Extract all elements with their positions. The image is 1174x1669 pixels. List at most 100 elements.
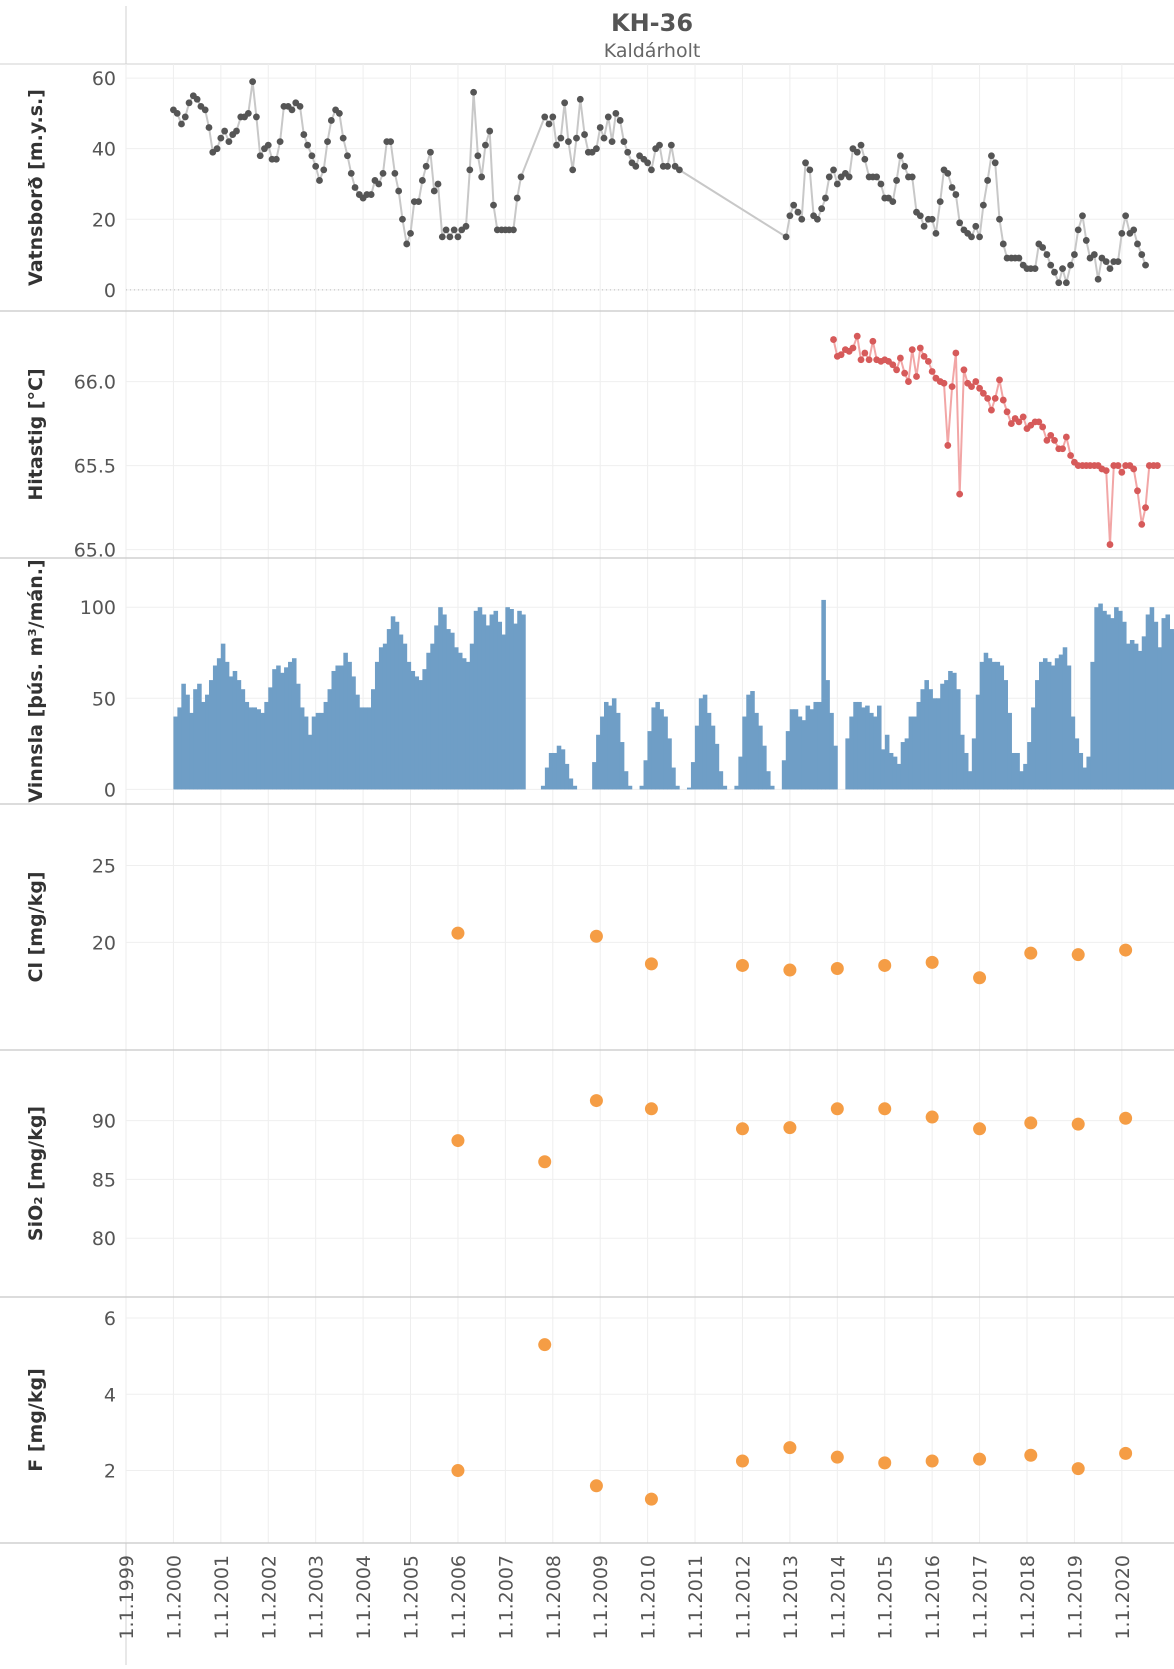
- data-point: [865, 356, 873, 364]
- data-point: [1118, 468, 1126, 476]
- bar: [714, 743, 720, 790]
- data-point: [1007, 420, 1015, 427]
- bar: [501, 634, 506, 790]
- data-point: [201, 106, 209, 114]
- bar: [181, 683, 186, 790]
- data-point: [474, 152, 482, 160]
- bar: [888, 752, 894, 790]
- data-point: [178, 120, 185, 128]
- data-point: [833, 180, 841, 188]
- bar: [857, 701, 862, 790]
- data-point: [861, 155, 869, 163]
- data-point: [830, 336, 837, 343]
- bar: [1161, 618, 1167, 790]
- bar: [398, 634, 404, 790]
- data-point: [1015, 254, 1023, 262]
- bar: [671, 767, 676, 790]
- data-point: [395, 187, 403, 195]
- data-point: [878, 1102, 892, 1116]
- data-point: [403, 240, 411, 248]
- bar: [446, 629, 451, 790]
- data-point: [541, 113, 549, 121]
- data-point: [557, 134, 565, 142]
- data-point: [1051, 268, 1058, 276]
- y-tick-label: 6: [104, 1308, 116, 1330]
- bar: [410, 670, 416, 790]
- y-tick-label: 50: [92, 688, 116, 710]
- bar: [335, 665, 340, 790]
- data-point: [893, 366, 900, 374]
- bar: [485, 625, 491, 790]
- data-point: [442, 226, 450, 234]
- data-point: [600, 134, 608, 142]
- x-tick-label: 1.1.2019: [1064, 1555, 1086, 1640]
- bar: [916, 701, 922, 790]
- data-point: [1106, 265, 1114, 273]
- bar: [1141, 636, 1147, 790]
- data-point: [644, 1102, 658, 1116]
- bar: [382, 643, 388, 790]
- bar: [1098, 603, 1103, 790]
- bar: [291, 658, 297, 790]
- data-point: [312, 162, 320, 170]
- bar: [1019, 771, 1024, 790]
- bar: [987, 658, 993, 790]
- data-point: [339, 134, 347, 142]
- data-point: [375, 180, 383, 188]
- data-point: [288, 106, 296, 114]
- data-point: [1062, 433, 1070, 441]
- bar: [173, 716, 178, 790]
- bar: [647, 731, 653, 790]
- data-point: [973, 971, 987, 985]
- data-point: [952, 349, 960, 357]
- bar: [331, 670, 337, 790]
- data-point: [545, 120, 553, 128]
- data-point: [1134, 240, 1141, 248]
- data-point: [470, 88, 477, 96]
- bar: [394, 621, 400, 790]
- bar: [469, 643, 475, 790]
- data-point: [735, 1454, 749, 1468]
- bar: [754, 712, 759, 790]
- data-point: [948, 383, 956, 391]
- data-point: [845, 173, 853, 181]
- data-point: [1138, 251, 1146, 258]
- data-point: [786, 212, 794, 220]
- bar: [1042, 658, 1048, 790]
- data-point: [1035, 418, 1043, 426]
- bar: [619, 742, 625, 790]
- y-tick-label: 0: [104, 779, 116, 801]
- bar: [244, 701, 250, 790]
- bar: [817, 701, 822, 790]
- y-tick-label: 65.0: [74, 540, 116, 562]
- bar: [1070, 716, 1076, 790]
- bar: [869, 712, 874, 790]
- data-point: [596, 124, 604, 131]
- chart-title: KH-36: [611, 9, 693, 37]
- bar: [607, 705, 613, 790]
- bar: [912, 716, 918, 790]
- data-point: [553, 141, 560, 149]
- data-point: [925, 955, 939, 969]
- bar: [193, 689, 198, 790]
- bar: [256, 709, 261, 790]
- bar: [936, 698, 941, 790]
- bar: [453, 647, 459, 790]
- panel-temp: 65.0 65.5 66.0 Hitastig [°C]: [0, 332, 1174, 562]
- data-point: [830, 1102, 844, 1116]
- data-point: [589, 1479, 603, 1493]
- bar: [659, 709, 664, 790]
- data-point: [861, 349, 869, 357]
- x-tick-label: 1.1.2001: [211, 1555, 233, 1640]
- bar: [1129, 640, 1135, 790]
- y-axis-label: Vatnsborð [m.y.s.]: [25, 89, 47, 286]
- bar: [627, 785, 633, 790]
- bar: [1149, 607, 1155, 790]
- data-point: [1067, 261, 1075, 269]
- data-point: [415, 198, 422, 206]
- bar: [1102, 610, 1107, 790]
- bar: [276, 665, 281, 790]
- bar: [1118, 610, 1123, 790]
- data-point: [561, 99, 569, 107]
- data-point: [999, 240, 1007, 248]
